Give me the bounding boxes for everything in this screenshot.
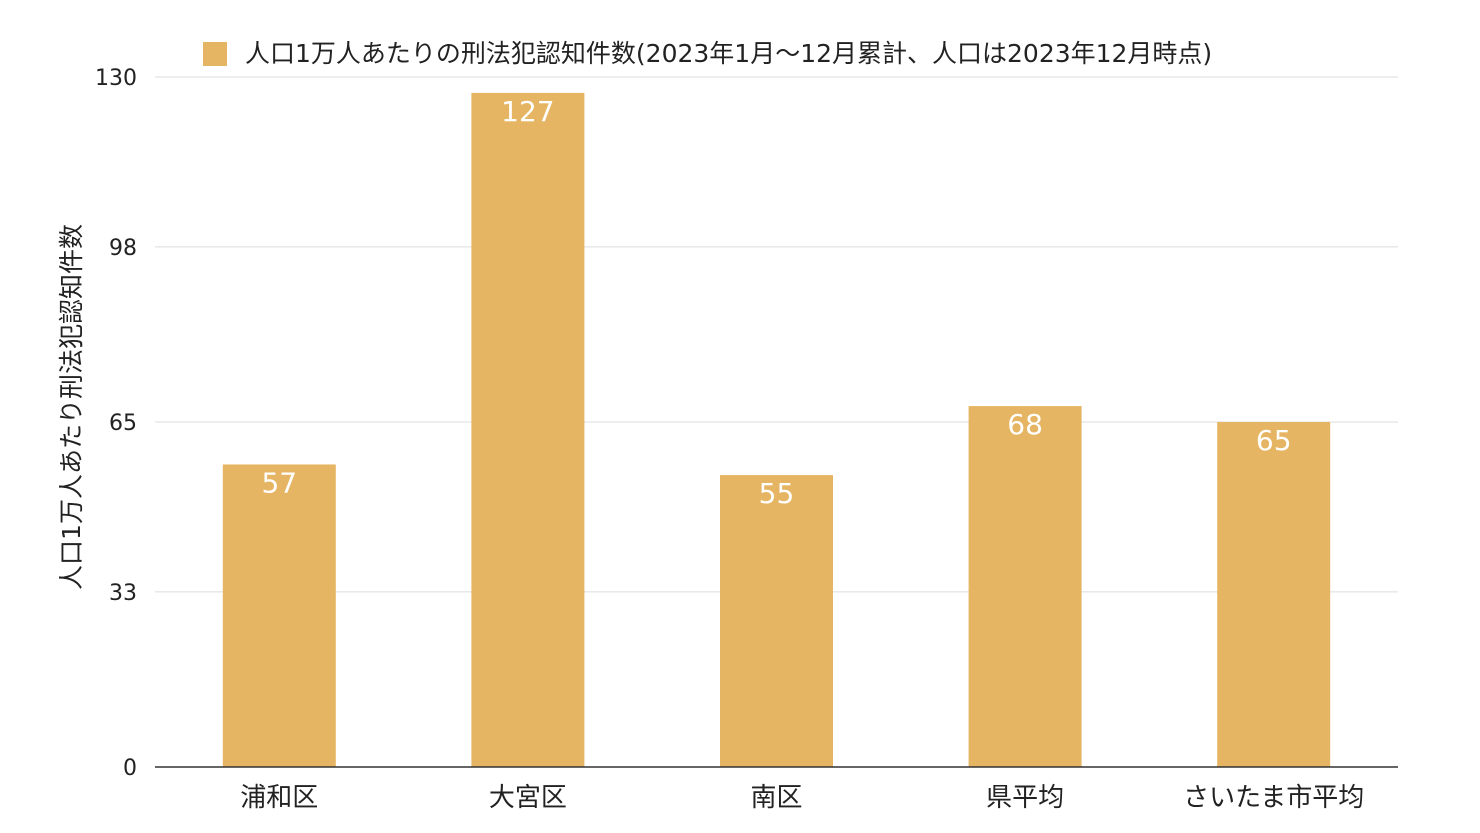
legend-label: 人口1万人あたりの刑法犯認知件数(2023年1月〜12月累計、人口は2023年1… (245, 39, 1212, 68)
y-tick-label: 130 (95, 66, 137, 91)
data-labels: 57 127 55 68 65 (261, 95, 1291, 510)
y-tick-label: 0 (123, 756, 137, 781)
data-label: 65 (1256, 424, 1292, 457)
x-category-label: 浦和区 (240, 783, 318, 813)
data-label: 127 (501, 95, 554, 128)
bar (222, 464, 336, 767)
y-axis-title: 人口1万人あたり刑法犯認知件数 (57, 224, 86, 590)
data-label: 57 (261, 466, 297, 499)
legend-swatch (203, 42, 227, 66)
bar (471, 92, 585, 767)
x-category-label: 県平均 (986, 783, 1064, 813)
bar (720, 475, 833, 767)
data-label: 68 (1007, 408, 1043, 441)
data-label: 55 (759, 477, 795, 510)
legend: 人口1万人あたりの刑法犯認知件数(2023年1月〜12月累計、人口は2023年1… (203, 39, 1212, 68)
y-axis-tick-labels: 0 33 65 98 130 (95, 66, 137, 781)
bar (968, 406, 1082, 767)
y-tick-label: 33 (109, 581, 137, 606)
bar (1217, 422, 1331, 767)
x-category-label: 南区 (750, 783, 802, 813)
x-axis-category-labels: 浦和区 大宮区 南区 県平均 さいたま市平均 (240, 783, 1364, 813)
y-tick-label: 98 (109, 236, 137, 261)
bars (222, 92, 1331, 767)
x-category-label: さいたま市平均 (1183, 783, 1364, 813)
y-tick-label: 65 (109, 411, 137, 436)
x-category-label: 大宮区 (489, 783, 567, 813)
